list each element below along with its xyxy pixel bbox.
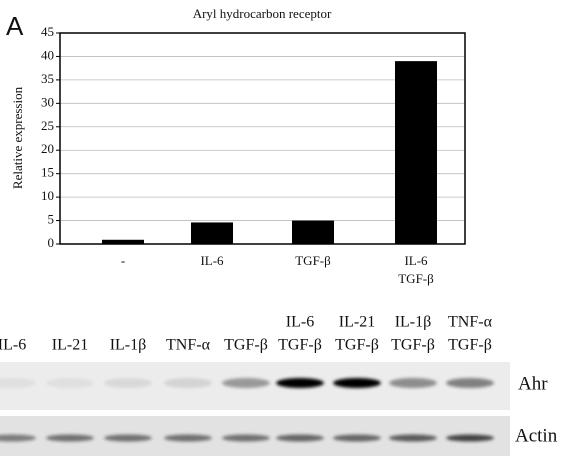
actin-band bbox=[164, 435, 212, 442]
ahr-band bbox=[446, 378, 494, 388]
lane-label: IL-6 bbox=[286, 314, 314, 331]
y-tick-label: 35 bbox=[41, 71, 54, 86]
x-tick-label: TGF-β bbox=[398, 271, 434, 286]
ahr-band bbox=[222, 378, 270, 388]
y-tick-label: 0 bbox=[48, 235, 55, 250]
y-tick-label: 25 bbox=[41, 118, 54, 133]
bar bbox=[292, 221, 334, 244]
panel-label: A bbox=[6, 11, 24, 41]
figure: A Aryl hydrocarbon receptor Relative exp… bbox=[0, 0, 574, 456]
y-axis-label: Relative expression bbox=[10, 86, 25, 189]
lane-label: IL-1β bbox=[395, 314, 432, 331]
y-tick-label: 30 bbox=[41, 94, 54, 109]
lane-label: TGF-β bbox=[335, 337, 379, 354]
actin-band bbox=[446, 435, 494, 442]
y-tick-label: 15 bbox=[41, 165, 54, 180]
actin-band bbox=[104, 435, 152, 442]
y-tick-label: 10 bbox=[41, 188, 54, 203]
ahr-band bbox=[276, 378, 324, 388]
lane-label: TGF-β bbox=[448, 337, 492, 354]
actin-band bbox=[46, 435, 94, 442]
y-tick-label: 5 bbox=[48, 212, 55, 227]
bar bbox=[191, 222, 233, 244]
bar bbox=[395, 61, 437, 244]
actin-band bbox=[389, 435, 437, 442]
row-label: Ahr bbox=[518, 373, 548, 394]
actin-band bbox=[333, 435, 381, 442]
ahr-band bbox=[333, 378, 381, 388]
x-tick-label: IL-6 bbox=[404, 253, 428, 268]
x-tick-label: TGF-β bbox=[295, 253, 331, 268]
ahr-band bbox=[164, 378, 212, 388]
lane-label: TGF-β bbox=[391, 337, 435, 354]
ahr-band bbox=[46, 378, 94, 388]
chart-title: Aryl hydrocarbon receptor bbox=[193, 6, 332, 21]
actin-band bbox=[276, 435, 324, 442]
lane-label: TNF-α bbox=[166, 337, 211, 354]
bar bbox=[102, 240, 144, 244]
x-tick-label: IL-6 bbox=[200, 253, 224, 268]
lane-label: TGF-β bbox=[224, 337, 268, 354]
lane-label: TGF-β bbox=[278, 337, 322, 354]
x-tick-label: - bbox=[121, 253, 125, 268]
ahr-band bbox=[389, 378, 437, 388]
y-tick-label: 40 bbox=[41, 47, 54, 62]
actin-band bbox=[222, 435, 270, 442]
lane-label: IL-1β bbox=[110, 337, 147, 354]
lane-label: TNF-α bbox=[448, 314, 493, 331]
ahr-band bbox=[104, 378, 152, 388]
y-tick-label: 20 bbox=[41, 141, 54, 156]
lane-label: IL-6 bbox=[0, 337, 26, 354]
lane-label: IL-21 bbox=[52, 337, 88, 354]
row-label: Actin bbox=[515, 425, 558, 446]
y-tick-label: 45 bbox=[41, 24, 54, 39]
lane-label: IL-21 bbox=[339, 314, 375, 331]
